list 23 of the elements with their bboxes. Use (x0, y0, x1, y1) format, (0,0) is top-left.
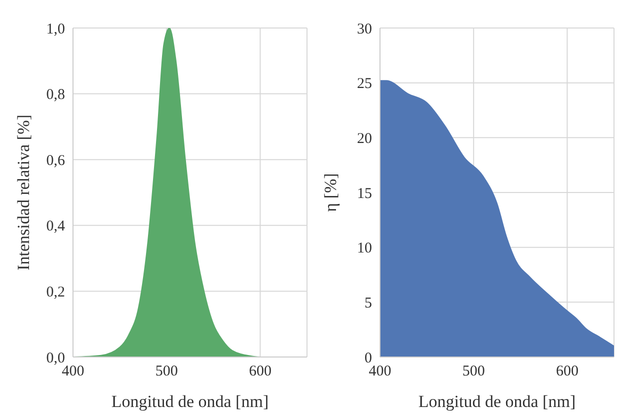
y-tick-label: 20 (357, 130, 372, 147)
y-tick-label: 10 (357, 240, 372, 257)
x-axis-title: Longitud de onda [nm] (418, 392, 576, 411)
x-tick-label: 600 (248, 364, 272, 380)
y-tick-label: 0,0 (46, 350, 65, 366)
x-tick-label: 500 (155, 364, 178, 380)
y-tick-label: 1,0 (46, 21, 65, 38)
y-tick-label: 0 (364, 350, 372, 366)
y-axis-title: η [%] (321, 173, 340, 212)
y-tick-label: 0,4 (46, 218, 66, 235)
y-tick-label: 15 (357, 186, 372, 202)
y-axis-title: Intensidad relativa [%] (14, 114, 34, 270)
y-tick-label: 0,6 (46, 152, 66, 169)
y-tick-label: 0,2 (46, 284, 65, 301)
y-tick-label: 5 (364, 295, 372, 312)
x-tick-label: 400 (368, 364, 392, 380)
x-tick-label: 600 (556, 364, 578, 380)
x-axis-title: Longitud de onda [nm] (111, 392, 269, 411)
y-tick-label: 25 (357, 76, 372, 92)
y-tick-label: 30 (357, 21, 372, 38)
x-tick-label: 400 (62, 364, 84, 380)
x-tick-label: 500 (462, 364, 485, 380)
y-tick-label: 0,8 (46, 87, 65, 104)
